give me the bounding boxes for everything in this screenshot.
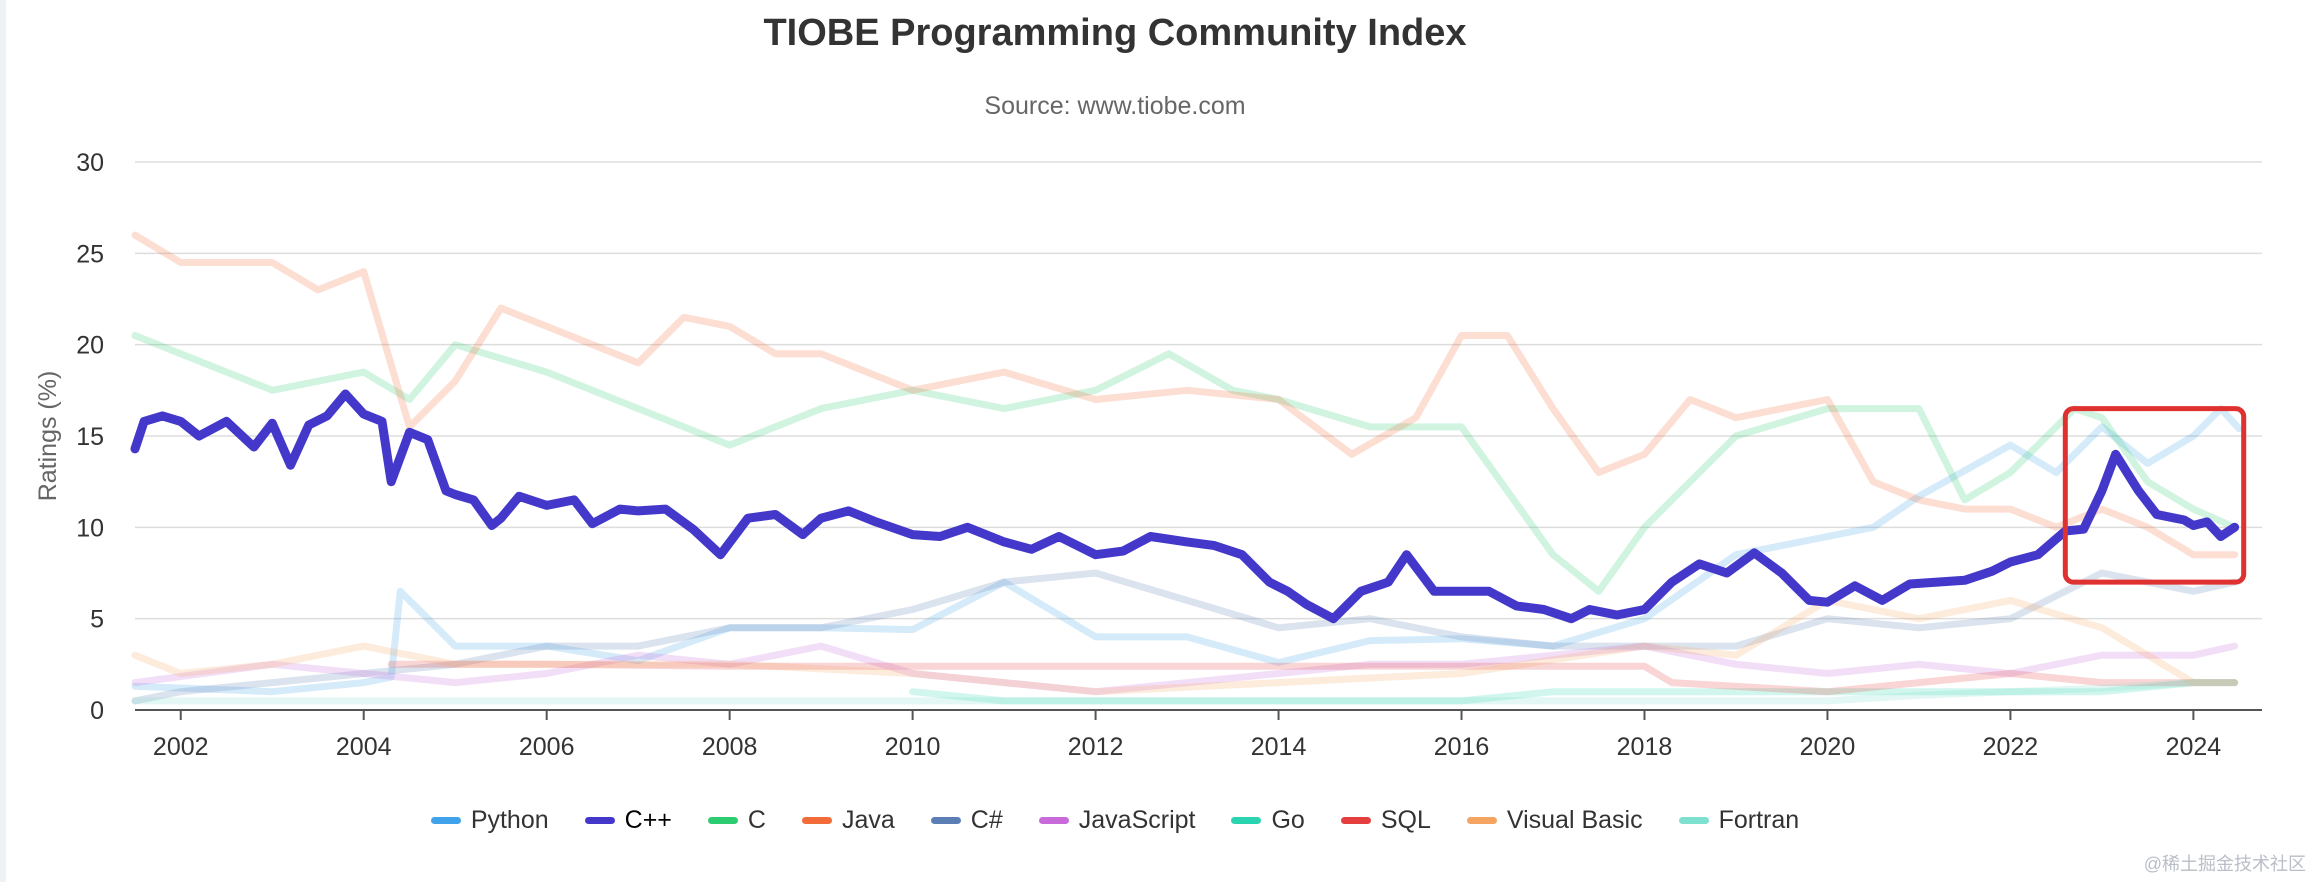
x-tick-label: 2004	[336, 733, 392, 761]
left-edge-bar	[0, 0, 6, 882]
y-tick-label: 15	[76, 423, 104, 451]
legend-label: C#	[970, 806, 1003, 834]
legend-item-c-[interactable]: C#	[930, 806, 1003, 835]
series-line-sql	[387, 660, 2239, 696]
legend-label: C	[747, 806, 766, 834]
series-line-visual-basic	[131, 596, 2239, 696]
legend-item-go[interactable]: Go	[1231, 806, 1305, 835]
legend-swatch	[801, 817, 832, 824]
legend-label: Go	[1271, 806, 1305, 834]
legend-swatch	[1340, 817, 1371, 824]
series-line-c-	[130, 389, 2240, 624]
legend-swatch	[1231, 817, 1262, 824]
legend-swatch	[430, 817, 461, 824]
legend-label: C++	[624, 806, 672, 834]
chart-title: TIOBE Programming Community Index	[763, 12, 1467, 54]
legend-item-javascript[interactable]: JavaScript	[1038, 806, 1196, 835]
x-tick-label: 2022	[1983, 733, 2039, 761]
y-tick-label: 10	[76, 514, 104, 542]
legend-swatch	[707, 817, 738, 824]
y-tick-label: 30	[76, 149, 104, 177]
x-tick-label: 2002	[153, 733, 209, 761]
legend-item-fortran[interactable]: Fortran	[1678, 806, 1800, 835]
legend-swatch	[1038, 817, 1069, 824]
y-tick-label: 5	[90, 606, 104, 634]
x-tick-label: 2024	[2166, 733, 2222, 761]
x-tick-label: 2010	[885, 733, 941, 761]
series-line-java	[131, 231, 2239, 559]
y-tick-label: 20	[76, 332, 104, 360]
legend-swatch	[930, 817, 961, 824]
legend-item-sql[interactable]: SQL	[1340, 806, 1431, 835]
chart-legend: Python C++ C Java C# JavaScript Go SQL Visual Ba…	[0, 806, 2230, 835]
y-axis-label: Ratings (%)	[34, 371, 62, 502]
legend-label: Java	[841, 806, 895, 834]
y-tick-label: 0	[90, 697, 104, 725]
legend-item-c-[interactable]: C++	[584, 806, 672, 835]
x-tick-label: 2018	[1617, 733, 1673, 761]
legend-swatch	[1466, 817, 1497, 824]
series-line-python	[131, 405, 2243, 696]
x-tick-label: 2016	[1434, 733, 1490, 761]
x-tick-label: 2006	[519, 733, 575, 761]
highlight-box	[2062, 406, 2247, 585]
legend-item-python[interactable]: Python	[430, 806, 549, 835]
series-line-go	[909, 679, 2239, 705]
x-tick-label: 2012	[1068, 733, 1124, 761]
series-line-javascript	[131, 642, 2239, 696]
series-line-c-	[131, 569, 2239, 705]
series-line-c	[131, 332, 2239, 595]
watermark: @稀土掘金技术社区	[2143, 854, 2306, 874]
legend-label: Fortran	[1718, 806, 1800, 834]
legend-label: JavaScript	[1078, 806, 1196, 834]
legend-label: Visual Basic	[1506, 806, 1643, 834]
legend-item-java[interactable]: Java	[801, 806, 895, 835]
x-tick-label: 2014	[1251, 733, 1307, 761]
legend-item-c[interactable]: C	[707, 806, 766, 835]
chart-subtitle: Source: www.tiobe.com	[984, 92, 1246, 120]
series-line-fortran	[131, 679, 2239, 705]
legend-item-visual-basic[interactable]: Visual Basic	[1466, 806, 1643, 835]
legend-label: SQL	[1380, 806, 1431, 834]
legend-swatch	[584, 817, 615, 824]
legend-label: Python	[470, 806, 549, 834]
legend-swatch	[1678, 817, 1709, 824]
x-tick-label: 2008	[702, 733, 758, 761]
y-tick-label: 25	[76, 240, 104, 268]
x-tick-label: 2020	[1800, 733, 1856, 761]
